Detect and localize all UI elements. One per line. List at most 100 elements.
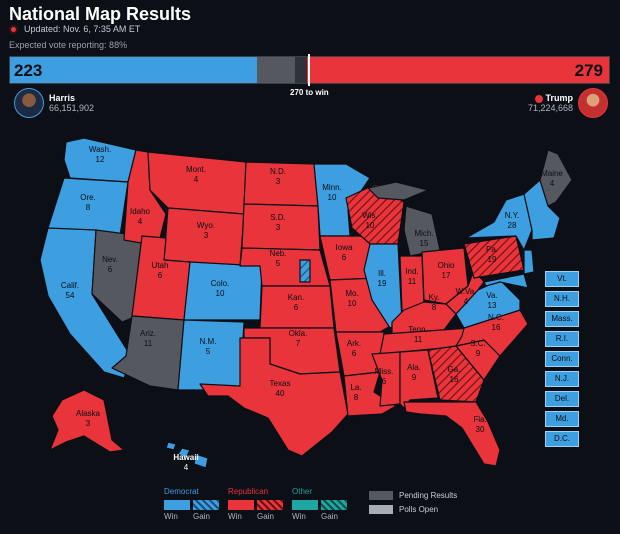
updated-timestamp: Updated: Nov. 6, 7:35 AM ET xyxy=(24,24,141,34)
candidate-votes: 66,151,902 xyxy=(49,103,95,113)
state-tx[interactable] xyxy=(199,337,349,457)
state-ev-count: 54 xyxy=(66,291,75,300)
candidate-name-row: Trump xyxy=(528,93,573,103)
state-ev-count: 9 xyxy=(412,373,417,382)
candidate-harris[interactable]: Harris 66,151,902 xyxy=(14,88,94,118)
state-il[interactable] xyxy=(363,243,403,329)
small-state-button[interactable]: R.I. xyxy=(545,331,579,347)
state-ev-count: 40 xyxy=(276,389,285,398)
legend-republican: Republican Win Gain xyxy=(228,487,283,521)
state-ev-count: 3 xyxy=(204,231,209,240)
state-ev-count: 4 xyxy=(194,175,199,184)
state-sd[interactable] xyxy=(241,203,321,251)
state-label: Calif. xyxy=(61,281,79,290)
state-labels: Wash.12Ore.8Calif.54Nev.6Idaho4Mont.4Wyo… xyxy=(61,145,564,472)
state-label: Ill. xyxy=(378,269,386,278)
legend-other: Other Win Gain xyxy=(292,487,347,521)
state-ev-count: 16 xyxy=(450,375,459,384)
state-label: Ala. xyxy=(407,363,421,372)
pending-ev-bar xyxy=(257,57,295,83)
state-ne-cd2[interactable] xyxy=(299,259,311,283)
legend-title-republican: Republican xyxy=(228,487,269,496)
state-ev-count: 4 xyxy=(550,179,555,188)
small-state-button[interactable]: Conn. xyxy=(545,351,579,367)
state-ev-count: 10 xyxy=(366,221,375,230)
state-me[interactable] xyxy=(539,149,573,207)
state-label: Pa. xyxy=(486,245,498,254)
state-label: Tenn. xyxy=(408,325,428,334)
dem-ev-bar: 223 xyxy=(10,57,257,83)
state-label: Ohio xyxy=(438,261,455,270)
state-label: Okla. xyxy=(289,329,308,338)
small-state-button[interactable]: D.C. xyxy=(545,431,579,447)
state-ak[interactable] xyxy=(49,389,125,453)
state-fl[interactable] xyxy=(403,401,501,467)
small-states-list: Vt. N.H. Mass. R.I. Conn. N.J. Del. Md. D.C. xyxy=(545,271,579,447)
state-nc[interactable] xyxy=(455,309,529,357)
state-ev-count: 13 xyxy=(488,301,497,310)
legend-title-democrat: Democrat xyxy=(164,487,199,496)
state-label: Wash. xyxy=(89,145,111,154)
state-ev-count: 30 xyxy=(476,425,485,434)
avatar xyxy=(578,88,608,118)
state-ga[interactable] xyxy=(427,345,485,403)
state-ev-count: 4 xyxy=(464,297,469,306)
state-ev-count: 11 xyxy=(408,277,417,286)
state-label: Ind. xyxy=(405,267,418,276)
state-mi-up[interactable] xyxy=(367,181,429,201)
state-ev-count: 6 xyxy=(342,253,347,262)
small-state-button[interactable]: Md. xyxy=(545,411,579,427)
small-state-button[interactable]: Mass. xyxy=(545,311,579,327)
state-label: Utah xyxy=(152,261,169,270)
legend-gain-label: Gain xyxy=(193,512,210,521)
state-label: Maine xyxy=(541,169,563,178)
legend-pending-label: Pending Results xyxy=(399,491,458,500)
state-nj[interactable] xyxy=(523,249,535,275)
small-state-button[interactable]: Del. xyxy=(545,391,579,407)
state-ev-count: 10 xyxy=(328,193,337,202)
state-label: Fla. xyxy=(473,415,486,424)
state-label: Wyo. xyxy=(197,221,215,230)
state-ev-count: 5 xyxy=(206,347,211,356)
legend-win-label: Win xyxy=(228,512,242,521)
state-mn[interactable] xyxy=(313,163,371,237)
legend-other-win-swatch xyxy=(292,500,318,510)
state-ev-count: 10 xyxy=(216,289,225,298)
state-ev-count: 6 xyxy=(158,271,163,280)
state-ev-count: 8 xyxy=(354,393,359,402)
vote-reporting: Expected vote reporting: 88% xyxy=(9,40,128,50)
state-ev-count: 11 xyxy=(144,339,153,348)
state-ev-count: 4 xyxy=(184,463,189,472)
state-hi[interactable] xyxy=(165,441,209,469)
state-ev-count: 8 xyxy=(432,303,437,312)
state-label: Mo. xyxy=(345,289,358,298)
win-threshold-label: 270 to win xyxy=(290,88,329,97)
state-label: Ga. xyxy=(448,365,461,374)
state-ev-count: 6 xyxy=(108,265,113,274)
small-state-button[interactable]: Vt. xyxy=(545,271,579,287)
state-label: N.C. xyxy=(488,313,504,322)
legend-gain-label: Gain xyxy=(321,512,338,521)
candidate-trump[interactable]: Trump 71,224,668 xyxy=(528,88,608,118)
state-label: Neb. xyxy=(270,249,287,258)
legend-dem-gain-swatch xyxy=(193,500,219,510)
state-ev-count: 16 xyxy=(492,323,501,332)
state-md-de[interactable] xyxy=(483,273,529,289)
state-label: S.D. xyxy=(270,213,286,222)
small-state-button[interactable]: N.H. xyxy=(545,291,579,307)
rep-ev-bar: 279 xyxy=(307,57,609,83)
state-label: Idaho xyxy=(130,207,151,216)
state-ev-count: 7 xyxy=(296,339,301,348)
small-state-button[interactable]: N.J. xyxy=(545,371,579,387)
state-ms[interactable] xyxy=(371,351,401,407)
state-label: Kan. xyxy=(288,293,304,302)
electoral-vote-bar: 223 279 xyxy=(9,56,610,84)
legend-pending-swatch xyxy=(369,491,393,500)
state-label: Alaska xyxy=(76,409,101,418)
winner-check-icon xyxy=(535,94,544,103)
state-label: Colo. xyxy=(211,279,230,288)
state-nm[interactable] xyxy=(177,319,245,391)
state-label: Texas xyxy=(270,379,291,388)
dem-ev-total: 223 xyxy=(14,61,43,80)
state-ev-count: 10 xyxy=(348,299,357,308)
